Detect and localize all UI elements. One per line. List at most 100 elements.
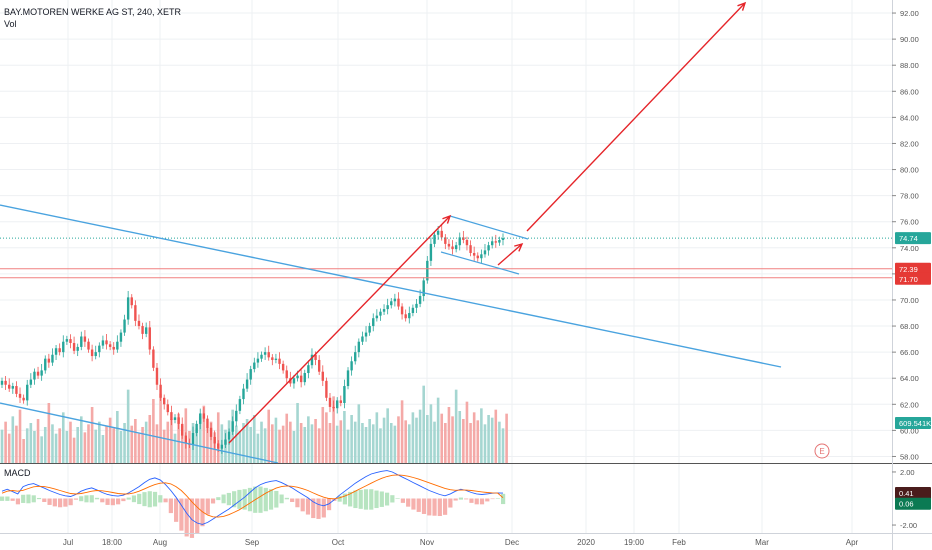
macd-histogram-bar: [390, 495, 395, 503]
volume-bar: [170, 419, 173, 463]
candle-body: [231, 421, 234, 432]
candle-body: [202, 413, 206, 419]
symbol-title[interactable]: BAY.MOTOREN WERKE AG ST, 240, XETR: [4, 7, 182, 17]
volume-bar: [101, 435, 105, 463]
volume-bar: [350, 415, 353, 463]
volume-bar: [54, 433, 58, 463]
candle-body: [238, 399, 242, 411]
candle-body: [458, 237, 461, 246]
macd-histogram-bar: [79, 496, 84, 502]
candle-body: [390, 301, 393, 306]
macd-histogram-bar: [453, 498, 458, 501]
candle-body: [400, 306, 404, 315]
volume-bar: [480, 408, 483, 463]
candle-body: [310, 354, 314, 366]
volume-bar: [130, 425, 134, 463]
volume-bar: [469, 423, 472, 463]
candle-body: [217, 443, 220, 449]
earnings-marker-circle[interactable]: [814, 443, 830, 459]
volume-bar: [245, 419, 249, 463]
volume-bar: [267, 409, 271, 463]
candle-body: [494, 241, 497, 243]
candle-body: [292, 378, 296, 384]
volume-bar: [166, 421, 170, 463]
candle-body: [184, 435, 188, 444]
macd-histogram-bar: [189, 498, 195, 538]
candle-body: [227, 431, 231, 440]
macd-histogram-bar: [421, 498, 427, 514]
candle-body: [372, 318, 375, 327]
candle-body: [54, 348, 58, 355]
candle-body: [307, 365, 310, 374]
macd-histogram-bar: [31, 495, 36, 503]
volume-bar: [231, 409, 234, 463]
earnings-marker[interactable]: E: [814, 443, 830, 459]
volume-bar: [202, 405, 206, 463]
macd-histogram-bar: [427, 498, 432, 516]
volume-bar: [415, 417, 418, 463]
macd-histogram-bar: [15, 498, 21, 505]
candle-body: [368, 326, 371, 333]
time-tick-label: Feb: [672, 538, 686, 547]
macd-tag-bg: [895, 487, 931, 500]
candle-body: [317, 359, 321, 372]
candle-body: [213, 436, 216, 444]
volume-bar: [216, 412, 220, 463]
candle-body: [426, 260, 429, 281]
macd-histogram-bar: [205, 498, 210, 515]
candle-body: [472, 253, 476, 256]
volume-bar: [256, 433, 260, 463]
lower-trend-line: [0, 402, 279, 464]
candle-body: [490, 241, 494, 246]
volume-bar: [346, 429, 350, 463]
macd-histogram-bar: [395, 498, 400, 499]
volume-bar: [152, 399, 155, 463]
candle-body: [242, 388, 245, 400]
candle-body: [271, 357, 274, 360]
candle-body: [483, 250, 487, 255]
volume-bar: [465, 401, 469, 463]
volume-bar: [494, 409, 498, 463]
drawings[interactable]: [0, 1, 892, 464]
candle-body: [343, 386, 346, 404]
macd-histogram-bar: [105, 498, 110, 505]
macd-histogram-bar: [458, 497, 464, 500]
macd-histogram-bar: [10, 498, 15, 501]
candle-body: [235, 410, 238, 422]
volume-bar: [379, 428, 382, 463]
volume-bar: [137, 433, 141, 463]
level-high-tag: 72.39: [899, 265, 918, 274]
volume-bar: [47, 403, 51, 463]
candle-body: [375, 315, 379, 319]
volume-bar: [451, 416, 454, 463]
volume-bar: [400, 400, 404, 463]
price-tick-label: 86.00: [900, 87, 919, 96]
volume-bar: [364, 427, 368, 463]
volume-bar: [116, 411, 119, 463]
macd-label[interactable]: MACD: [4, 468, 31, 478]
macd-histogram-bar: [84, 495, 89, 503]
macd-histogram-bar: [158, 495, 163, 503]
candle-body: [332, 406, 335, 409]
candle-body: [469, 245, 472, 254]
macd-histogram-bar: [174, 498, 179, 522]
candle-body: [404, 314, 407, 319]
macd-histogram-bar: [353, 490, 358, 509]
volume-bar: [407, 424, 411, 463]
volume-bar: [505, 413, 508, 463]
macd-histogram-bar: [147, 491, 152, 508]
macd-histogram-bar: [384, 492, 390, 506]
macd-histogram-bar: [379, 491, 384, 507]
candle-body: [11, 386, 15, 389]
time-tick-label: 18:00: [102, 538, 123, 547]
volume-label[interactable]: Vol: [4, 19, 17, 29]
candle-body: [303, 373, 306, 383]
macd-histogram-bar: [485, 498, 490, 502]
macd-histogram-bar: [411, 498, 416, 510]
volume-bar: [263, 428, 267, 463]
macd-histogram-bar: [237, 489, 242, 509]
candle-body: [26, 384, 29, 401]
candle-body: [90, 349, 94, 357]
